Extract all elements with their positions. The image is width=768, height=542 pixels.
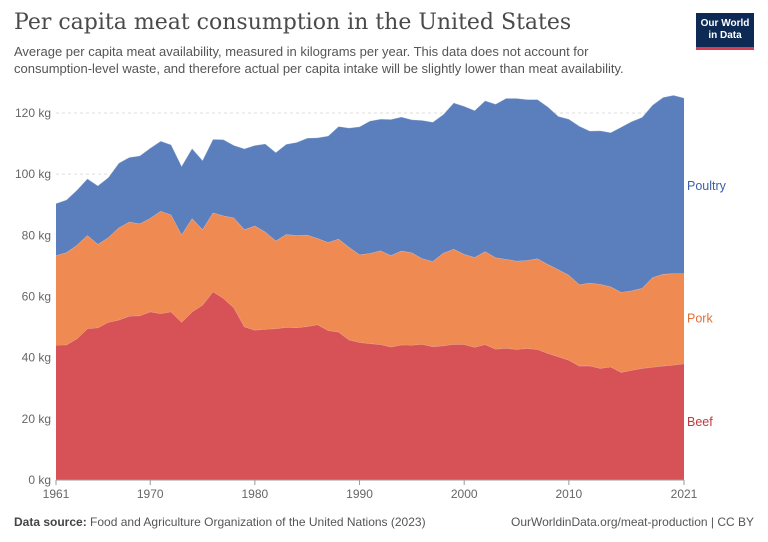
x-tick-label: 2021 (671, 487, 698, 501)
source-url[interactable]: OurWorldinData.org/meat-production | CC … (511, 515, 754, 529)
chart-subtitle: Average per capita meat availability, me… (14, 44, 624, 76)
x-tick-label: 1990 (346, 487, 373, 501)
x-tick-label: 2000 (451, 487, 478, 501)
area-edge-poultry (55, 94, 685, 204)
data-source-text[interactable]: Food and Agriculture Organization of the… (90, 515, 426, 529)
data-source: Data source: Food and Agriculture Organi… (14, 515, 426, 529)
area-pork (56, 211, 684, 373)
series-areas (55, 94, 685, 480)
y-tick-label: 60 kg (22, 290, 51, 304)
x-axis: 1961 1970 1980 1990 2000 2010 2021 (43, 479, 698, 501)
series-labels: Beef Pork Poultry (687, 179, 727, 429)
x-tick-label: 1980 (242, 487, 269, 501)
x-tick-label: 1970 (137, 487, 164, 501)
y-tick-label: 100 kg (15, 167, 51, 181)
logo-line-2: in Data (708, 30, 742, 41)
x-tick-label: 2010 (556, 487, 583, 501)
series-label-poultry: Poultry (687, 179, 727, 193)
x-tick-label: 1961 (43, 487, 70, 501)
y-tick-label: 40 kg (22, 351, 51, 365)
owid-logo[interactable]: Our World in Data (696, 13, 754, 50)
y-tick-label: 120 kg (15, 106, 51, 120)
y-axis: 0 kg 20 kg 40 kg 60 kg 80 kg 100 kg 120 kg (15, 106, 51, 487)
y-tick-label: 20 kg (22, 412, 51, 426)
series-label-pork: Pork (687, 312, 713, 326)
data-source-label: Data source: (14, 515, 87, 529)
series-label-beef: Beef (687, 415, 713, 429)
y-tick-label: 0 kg (28, 473, 51, 487)
area-poultry (56, 95, 684, 293)
y-tick-label: 80 kg (22, 228, 51, 242)
area-beef (56, 291, 684, 480)
chart-title: Per capita meat consumption in the Unite… (14, 10, 572, 35)
logo-line-1: Our World (700, 18, 750, 29)
